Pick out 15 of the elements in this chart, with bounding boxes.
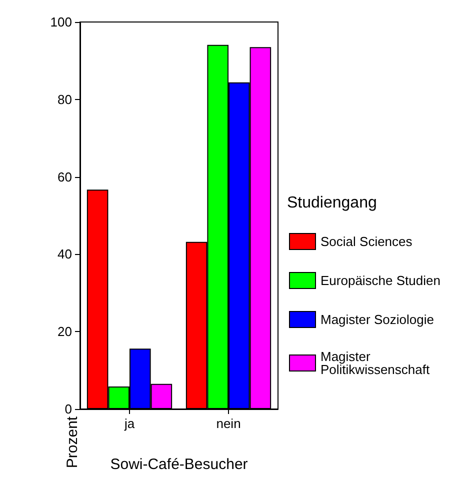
legend-label: Magister Soziologie	[320, 312, 434, 327]
legend-title: Studiengang	[287, 194, 377, 212]
x-tick-label: ja	[123, 416, 136, 431]
y-tick-label: 0	[64, 402, 72, 416]
legend-label: Social Sciences	[320, 234, 413, 249]
legend-label: Europäische Studien	[320, 273, 440, 288]
y-tick-label: 100	[50, 14, 72, 30]
legend-label: Magister Politikwissenschaft	[320, 349, 430, 377]
x-tick-label: nein	[216, 416, 241, 431]
y-axis-title: Prozent	[64, 416, 81, 468]
y-tick-label: 80	[58, 92, 72, 107]
x-axis-title: Sowi-Café-Besucher	[110, 456, 248, 473]
y-tick-label: 20	[58, 324, 72, 340]
y-tick-label: 60	[58, 169, 72, 184]
y-tick-label: 40	[58, 246, 72, 262]
